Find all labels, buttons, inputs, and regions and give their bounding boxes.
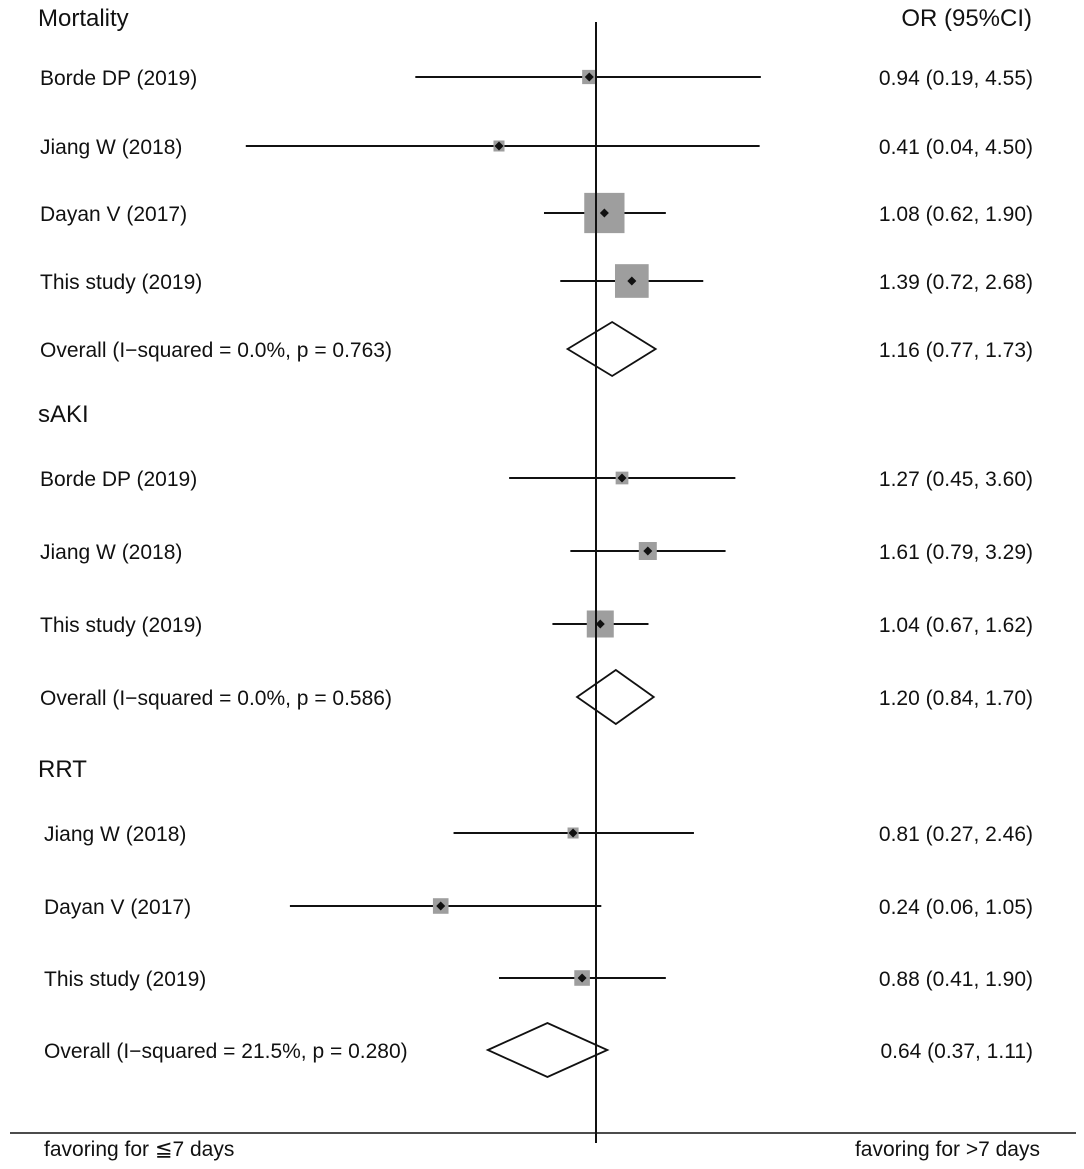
or-ci-value: 0.81 (0.27, 2.46) (879, 823, 1033, 846)
overall-or-ci-value: 1.16 (0.77, 1.73) (879, 339, 1033, 362)
or-ci-value: 1.39 (0.72, 2.68) (879, 271, 1033, 294)
study-label: This study (2019) (40, 614, 202, 637)
or-ci-value: 0.41 (0.04, 4.50) (879, 136, 1033, 159)
overall-or-ci-value: 1.20 (0.84, 1.70) (879, 687, 1033, 710)
overall-diamond (575, 668, 656, 726)
study-label: Dayan V (2017) (44, 896, 191, 919)
point-estimate (568, 828, 578, 838)
or-ci-value: 1.04 (0.67, 1.62) (879, 614, 1033, 637)
point-estimate (436, 901, 446, 911)
study-label: Jiang W (2018) (40, 541, 182, 564)
study-label: Dayan V (2017) (40, 203, 187, 226)
study-label: Borde DP (2019) (40, 67, 197, 90)
point-estimate (627, 276, 637, 286)
overall-label: Overall (I−squared = 21.5%, p = 0.280) (44, 1040, 408, 1063)
point-estimate (617, 473, 627, 483)
group-title: RRT (38, 756, 87, 783)
footer-right-label: favoring for >7 days (855, 1138, 1040, 1161)
study-label: Jiang W (2018) (44, 823, 186, 846)
or-ci-value: 0.88 (0.41, 1.90) (879, 968, 1033, 991)
point-estimate (494, 141, 504, 151)
or-ci-value: 0.94 (0.19, 4.55) (879, 67, 1033, 90)
overall-label: Overall (I−squared = 0.0%, p = 0.586) (40, 687, 392, 710)
overall-or-ci-value: 0.64 (0.37, 1.11) (880, 1040, 1033, 1063)
point-estimate (577, 973, 587, 983)
or-ci-value: 1.27 (0.45, 3.60) (879, 468, 1033, 491)
or-ci-column-header: OR (95%CI) (901, 5, 1032, 32)
study-label: Jiang W (2018) (40, 136, 182, 159)
study-label: This study (2019) (44, 968, 206, 991)
point-estimate (599, 208, 609, 218)
group-title-mortality: Mortality (38, 5, 129, 32)
point-estimate (584, 72, 594, 82)
point-estimate (643, 546, 653, 556)
point-estimate (595, 619, 605, 629)
overall-diamond (485, 1022, 610, 1078)
or-ci-value: 1.08 (0.62, 1.90) (879, 203, 1033, 226)
or-ci-value: 1.61 (0.79, 3.29) (879, 541, 1033, 564)
overall-label: Overall (I−squared = 0.0%, p = 0.763) (40, 339, 392, 362)
or-ci-value: 0.24 (0.06, 1.05) (879, 896, 1033, 919)
overall-diamond (565, 320, 658, 378)
footer-left-label: favoring for ≦7 days (44, 1138, 234, 1161)
group-title: sAKI (38, 401, 89, 428)
study-label: This study (2019) (40, 271, 202, 294)
forest-marks: Borde DP (2019) 0.94 (0.19, 4.55) Jiang W … (38, 67, 1033, 1078)
study-label: Borde DP (2019) (40, 468, 197, 491)
